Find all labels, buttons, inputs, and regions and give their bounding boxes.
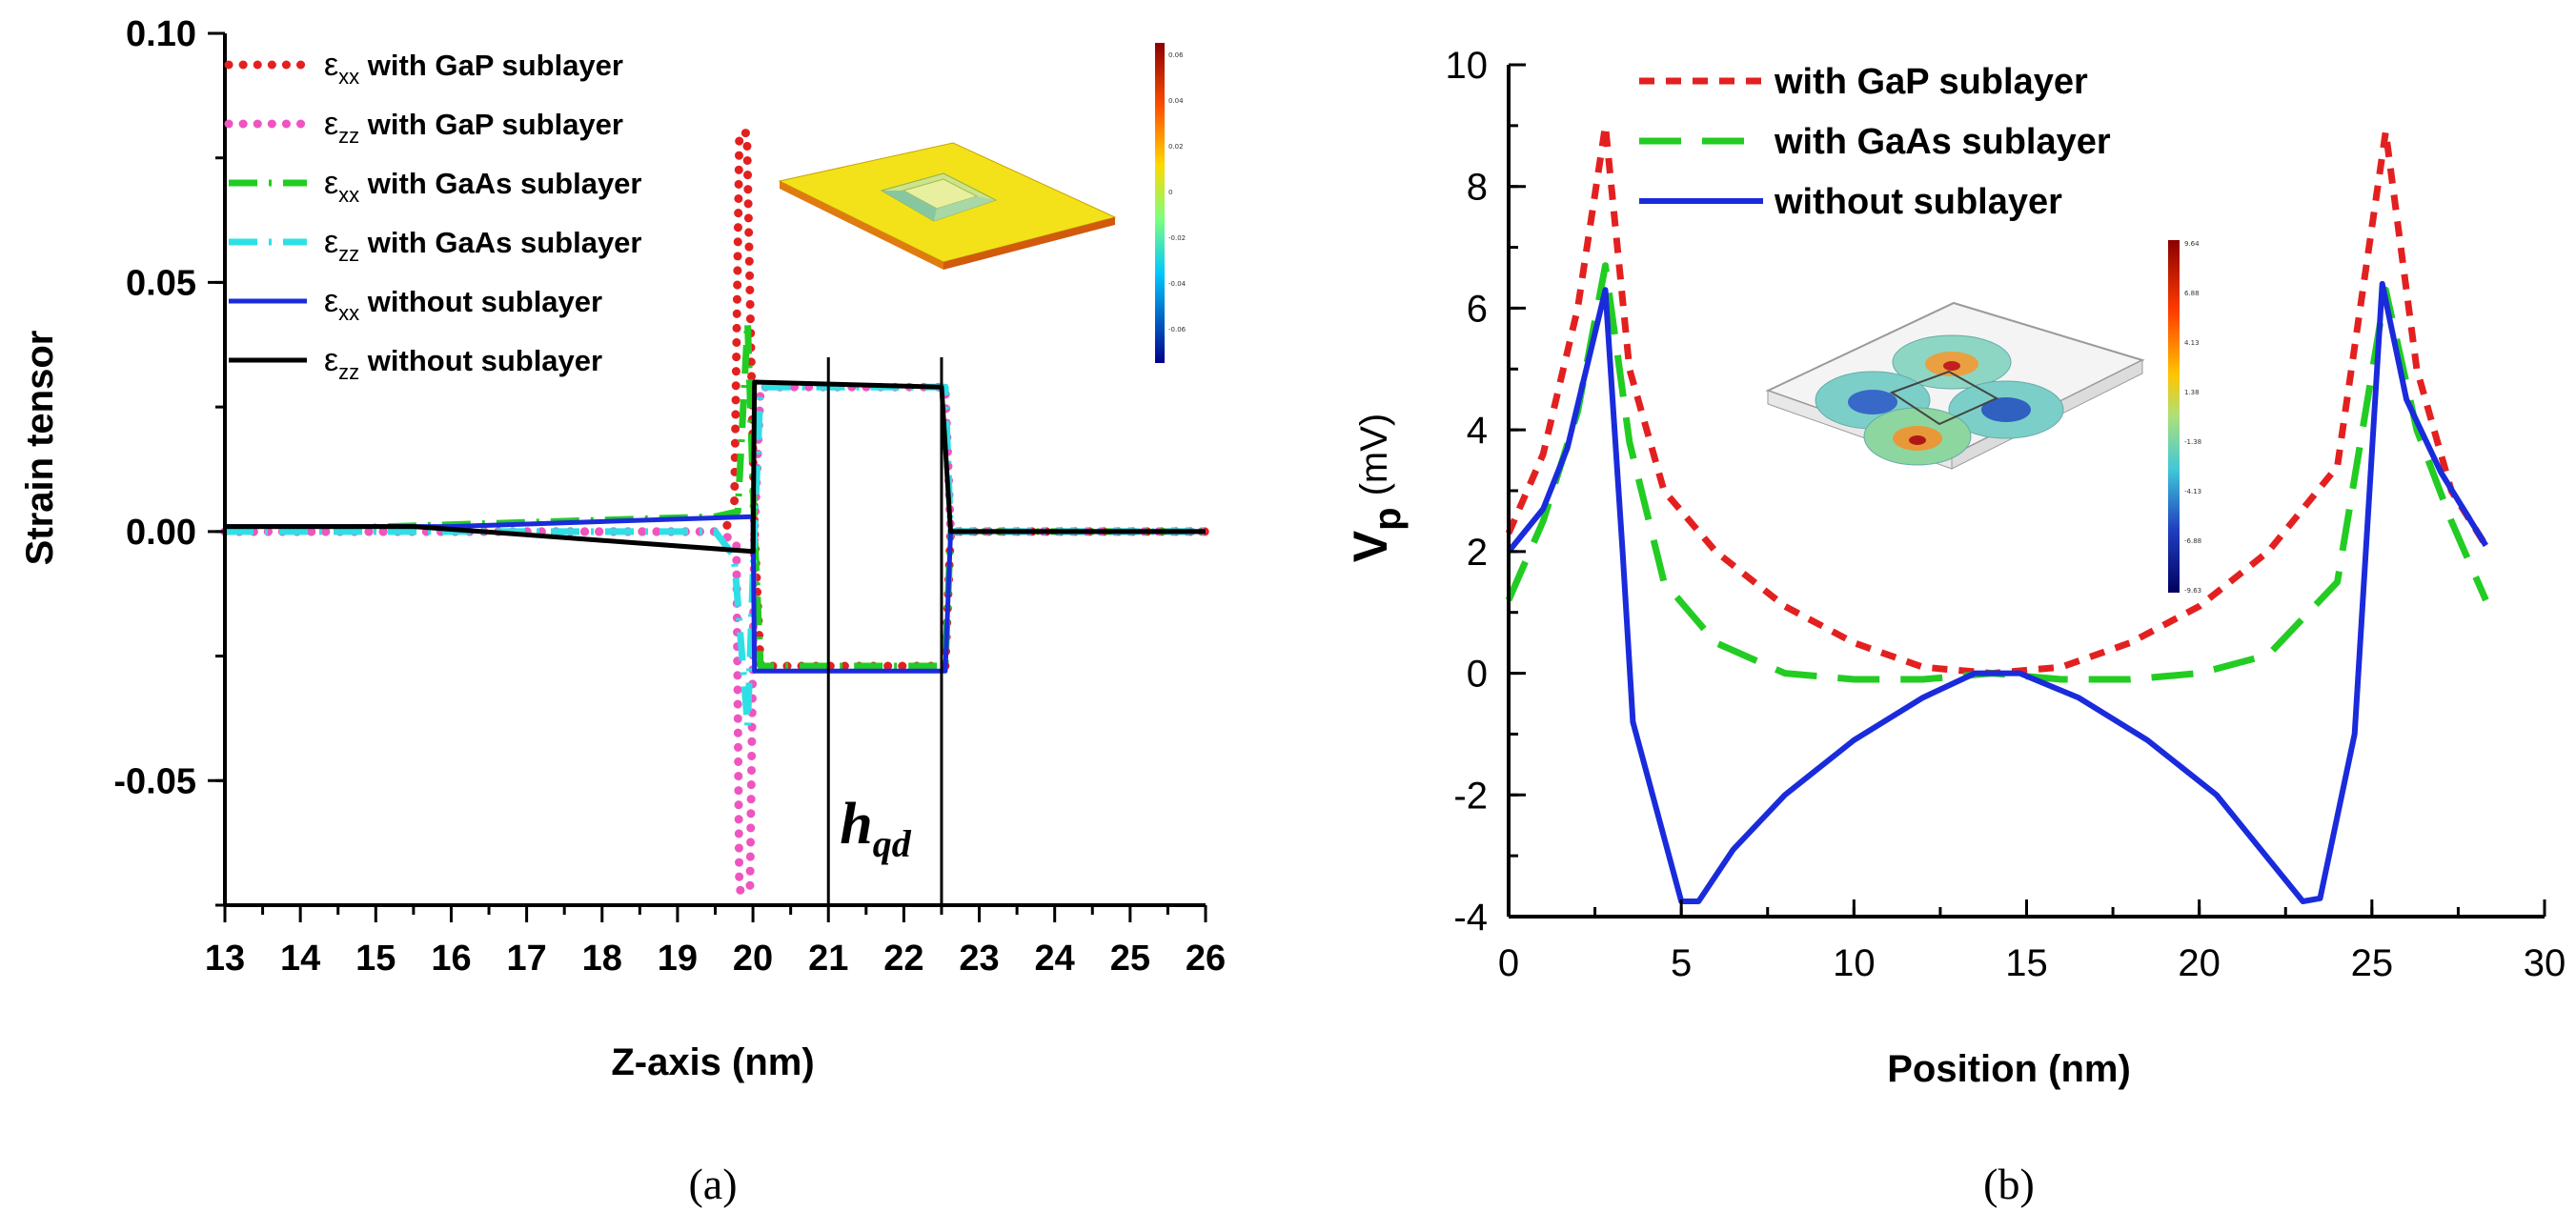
inset-b-colorbar-label: -6.88 bbox=[2184, 537, 2201, 545]
panel-b-y-title-sub: p bbox=[1367, 507, 1409, 530]
panel-b-x-tick-label: 0 bbox=[1498, 942, 1519, 984]
panel-b-legend-label-3: without sublayer bbox=[1774, 182, 2062, 222]
panel-b-x-tick-label: 30 bbox=[2524, 942, 2566, 984]
panel-b-y-tick-label: 2 bbox=[1467, 532, 1488, 574]
panel-b-x-title: Position (nm) bbox=[1887, 1048, 2131, 1090]
panel-a-x-title: Z-axis (nm) bbox=[611, 1041, 814, 1083]
inset-b-colorbar-label: 6.88 bbox=[2184, 290, 2200, 297]
panel-b-ticks: 0 5 10 15 20 25 30 -4 -2 0 2 4 6 8 10 bbox=[1446, 45, 2566, 984]
potential-3d-inset: 9.64 6.88 4.13 1.38 -1.38 -4.13 -6.88 -9.63 bbox=[1765, 240, 2201, 595]
panel-a-legend-label-4: εzz with GaAs sublayer bbox=[324, 224, 642, 266]
caption-b: (b) bbox=[1983, 1160, 2035, 1208]
panel-a-y-tick-label: 0.10 bbox=[126, 14, 196, 54]
inset-a-colorbar-label: -0.04 bbox=[1168, 280, 1187, 288]
panel-b-y-title: Vp (mV) bbox=[1344, 414, 1409, 562]
inset-b-colorbar-label: -4.13 bbox=[2184, 488, 2201, 495]
panel-a-x-tick-label: 26 bbox=[1186, 939, 1226, 979]
panel-a-x-tick-label: 18 bbox=[582, 939, 622, 979]
panel-b-y-tick-label: -4 bbox=[1453, 897, 1488, 939]
panel-b-chart: 0 5 10 15 20 25 30 -4 -2 0 2 4 6 8 10 Position (nm) Vp… bbox=[1344, 45, 2566, 1208]
panel-a-x-tick-label: 16 bbox=[431, 939, 471, 979]
caption-a: (a) bbox=[688, 1160, 737, 1208]
panel-a-x-tick-label: 19 bbox=[658, 939, 698, 979]
inset-b-colorbar-label: 4.13 bbox=[2184, 339, 2200, 347]
panel-a-y-tick-label: 0.05 bbox=[126, 263, 196, 303]
panel-a-x-tick-label: 13 bbox=[205, 939, 245, 979]
panel-a-series-4 bbox=[225, 383, 1206, 730]
panel-a-ticks: 13 14 15 16 17 18 19 20 21 22 23 24 25 26 0.10 0.05 0.00… bbox=[113, 14, 1226, 979]
hqd-annotation-sub: qd bbox=[873, 822, 912, 865]
hqd-annotation-main: h bbox=[840, 792, 872, 857]
inset-a-colorbar-label: 0.02 bbox=[1168, 143, 1184, 151]
panel-a-x-tick-label: 15 bbox=[355, 939, 396, 979]
strain-3d-inset: 0.06 0.04 0.02 0 -0.02 -0.04 -0.06 bbox=[778, 43, 1187, 363]
panel-a-series-layer bbox=[220, 129, 1210, 895]
panel-a-series-5 bbox=[225, 514, 1206, 674]
panel-b-legend: with GaP sublayer with GaAs sublayer witho… bbox=[1639, 62, 2111, 222]
panel-a-y-tick-label: 0.00 bbox=[126, 513, 196, 553]
panel-b-x-tick-label: 20 bbox=[2178, 942, 2221, 984]
panel-a-legend: εxx with GaP sublayer εzz with GaP sublay… bbox=[224, 47, 642, 384]
inset-b-colorbar-label: -9.63 bbox=[2184, 587, 2201, 595]
panel-b-y-tick-label: 4 bbox=[1467, 410, 1488, 452]
inset-a-colorbar-label: 0.04 bbox=[1168, 97, 1184, 105]
panel-b-x-tick-label: 5 bbox=[1671, 942, 1692, 984]
panel-a-x-tick-label: 25 bbox=[1110, 939, 1150, 979]
panel-a-series-6 bbox=[225, 379, 1206, 555]
panel-a-legend-label-3: εxx with GaAs sublayer bbox=[324, 165, 642, 207]
panel-b-x-tick-label: 25 bbox=[2351, 942, 2394, 984]
panel-b-y-tick-label: 0 bbox=[1467, 654, 1488, 696]
panel-b-y-tick-label: -2 bbox=[1453, 775, 1488, 817]
panel-a-chart: hqd 13 14 15 16 17 18 19 20 21 22 23 24 25 26 0.10 0.05… bbox=[19, 14, 1226, 1208]
panel-a-legend-label-6: εzz without sublayer bbox=[324, 342, 602, 384]
panel-b-y-tick-label: 8 bbox=[1467, 167, 1488, 209]
panel-a-x-tick-label: 22 bbox=[883, 939, 923, 979]
panel-a-x-tick-label: 17 bbox=[506, 939, 546, 979]
inset-a-colorbar-label: -0.02 bbox=[1168, 234, 1186, 242]
panel-a-legend-label-5: εxx without sublayer bbox=[324, 283, 602, 325]
inset-b-colorbar-label: 9.64 bbox=[2184, 240, 2200, 248]
panel-b-y-title-unit: (mV) bbox=[1353, 414, 1395, 496]
panel-b-y-tick-label: 10 bbox=[1446, 45, 1489, 87]
panel-b-series-3 bbox=[1506, 280, 2488, 904]
panel-a-x-tick-label: 21 bbox=[808, 939, 848, 979]
panel-a-x-tick-label: 20 bbox=[733, 939, 773, 979]
panel-a-x-tick-label: 14 bbox=[280, 939, 320, 979]
inset-b-colorbar-label: -1.38 bbox=[2184, 438, 2201, 446]
panel-a-y-tick-label: -0.05 bbox=[113, 761, 196, 801]
panel-b-y-tick-label: 6 bbox=[1467, 288, 1488, 330]
panel-b-y-title-main: V bbox=[1344, 530, 1397, 562]
inset-b-colorbar-label: 1.38 bbox=[2184, 389, 2200, 396]
inset-a-colorbar-label: -0.06 bbox=[1168, 326, 1187, 333]
panel-b-x-tick-label: 15 bbox=[2005, 942, 2048, 984]
panel-a-series-2 bbox=[220, 382, 1210, 895]
hqd-annotation: hqd bbox=[840, 792, 911, 865]
panel-b-x-tick-label: 10 bbox=[1833, 942, 1876, 984]
panel-b-series-layer bbox=[1505, 122, 2489, 904]
panel-a-x-tick-label: 23 bbox=[959, 939, 999, 979]
inset-a-colorbar-label: 0.06 bbox=[1168, 51, 1184, 59]
inset-a-colorbar-label: 0 bbox=[1168, 189, 1172, 196]
panel-a-y-title: Strain tensor bbox=[19, 331, 61, 566]
panel-b-series-1 bbox=[1505, 122, 2489, 677]
panel-b-legend-label-1: with GaP sublayer bbox=[1774, 62, 2088, 102]
panel-a-legend-label-2: εzz with GaP sublayer bbox=[324, 106, 623, 148]
panel-a-legend-label-1: εxx with GaP sublayer bbox=[324, 47, 623, 89]
panel-a-x-tick-label: 24 bbox=[1035, 939, 1075, 979]
panel-b-legend-label-2: with GaAs sublayer bbox=[1774, 122, 2111, 162]
